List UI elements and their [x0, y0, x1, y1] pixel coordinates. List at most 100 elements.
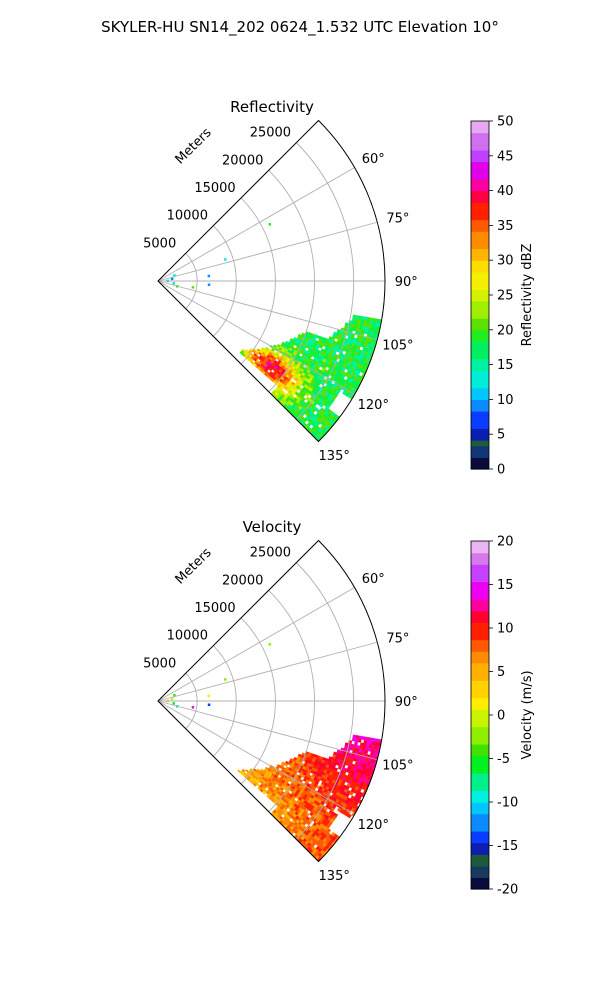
- velocity-colorbar-segment: [471, 860, 489, 867]
- velocity-colorbar-segment: [471, 546, 489, 554]
- reflectivity-echo-cell: [275, 403, 280, 409]
- reflectivity-colorbar-segment: [471, 144, 489, 151]
- velocity-echo-cell: [261, 790, 267, 795]
- velocity-echo-cell: [269, 817, 274, 822]
- reflectivity-colorbar-tick-label: 20: [497, 323, 514, 338]
- reflectivity-colorbar-segment: [471, 324, 489, 331]
- reflectivity-colorbar-segment: [471, 399, 489, 406]
- velocity-azimuth-gridline: [157, 700, 378, 761]
- reflectivity-theta-tick-label: 135°: [319, 449, 350, 464]
- reflectivity-colorbar-segment: [471, 173, 489, 180]
- velocity-echo-gate: [191, 706, 195, 709]
- velocity-colorbar-segment: [471, 709, 489, 716]
- reflectivity-echo-gate: [207, 283, 211, 286]
- reflectivity-colorbar-segment: [471, 451, 489, 458]
- velocity-echo-layer: [166, 643, 383, 862]
- reflectivity-colorbar-segment: [471, 405, 489, 412]
- reflectivity-polar-grid: [157, 119, 386, 443]
- reflectivity-echo-gate: [191, 286, 195, 289]
- velocity-colorbar-segment: [471, 715, 489, 722]
- reflectivity-colorbar-segment: [471, 271, 489, 279]
- velocity-colorbar-segment: [471, 680, 489, 687]
- velocity-colorbar-segment: [471, 767, 489, 774]
- velocity-colorbar-tick-label: 20: [497, 535, 514, 550]
- reflectivity-theta-tick-label: 90°: [395, 275, 418, 290]
- velocity-colorbar-segment: [471, 813, 489, 820]
- reflectivity-echo-gate: [224, 258, 227, 261]
- reflectivity-azimuth-gridline: [157, 280, 378, 341]
- reflectivity-echo-cell: [285, 414, 291, 419]
- velocity-echo-cell: [275, 823, 280, 829]
- velocity-colorbar-segment: [471, 836, 489, 844]
- velocity-echo-cell: [271, 819, 276, 824]
- velocity-echo-cell: [293, 842, 299, 848]
- reflectivity-colorbar-tick-label: 10: [497, 393, 514, 408]
- velocity-colorbar-label: Velocity (m/s): [520, 670, 535, 759]
- reflectivity-theta-tick-label: 60°: [362, 152, 385, 167]
- reflectivity-azimuth-gridline: [157, 221, 378, 282]
- velocity-colorbar-segment: [471, 831, 489, 838]
- velocity-colorbar-segment: [471, 784, 489, 791]
- velocity-echo-gate: [207, 703, 211, 706]
- velocity-echo-cell: [291, 840, 297, 846]
- reflectivity-colorbar-segment: [471, 179, 489, 186]
- velocity-panel: Velocity 5000 10000 15000 20000 25000 Meters 6…: [143, 518, 418, 884]
- reflectivity-colorbar-segment: [471, 155, 489, 163]
- velocity-colorbar-segment: [471, 622, 489, 629]
- velocity-echo-cell: [297, 846, 303, 852]
- reflectivity-r-axis-label: Meters: [173, 125, 215, 167]
- reflectivity-colorbar-segment: [471, 242, 489, 250]
- reflectivity-echo-cell: [295, 424, 301, 430]
- velocity-echo-cell: [283, 832, 289, 837]
- velocity-r-tick-label: 25000: [250, 546, 291, 561]
- reflectivity-echo-cell: [267, 395, 272, 400]
- velocity-colorbar-segment: [471, 686, 489, 693]
- velocity-colorbar-segment: [471, 755, 489, 762]
- velocity-colorbar-segment: [471, 802, 489, 809]
- velocity-echo-cell: [305, 855, 311, 861]
- velocity-colorbar-segment: [471, 674, 489, 681]
- velocity-echo-cell: [295, 844, 301, 850]
- reflectivity-colorbar-segment: [471, 318, 489, 325]
- reflectivity-echo-cell: [269, 397, 274, 402]
- velocity-theta-tick-label: 135°: [319, 869, 350, 884]
- velocity-colorbar-segment: [471, 610, 489, 617]
- velocity-colorbar-tick-label: 5: [497, 665, 505, 680]
- reflectivity-colorbar-segment: [471, 196, 489, 203]
- reflectivity-colorbar-segment: [471, 167, 489, 174]
- reflectivity-echo-cell: [283, 412, 289, 417]
- reflectivity-colorbar-segment: [471, 266, 489, 273]
- velocity-colorbar-segment: [471, 628, 489, 635]
- velocity-echo-gate: [268, 643, 272, 646]
- velocity-colorbar-segment: [471, 558, 489, 565]
- reflectivity-colorbar-tick-label: 30: [497, 254, 514, 269]
- velocity-echo-cell: [252, 782, 257, 787]
- velocity-colorbar-segment: [471, 848, 489, 855]
- reflectivity-echo-gate: [207, 274, 211, 278]
- velocity-colorbar-segment: [471, 668, 489, 675]
- reflectivity-colorbar-tick-label: 35: [497, 219, 514, 234]
- reflectivity-colorbar-segment: [471, 353, 489, 360]
- reflectivity-echo-cell: [273, 401, 278, 406]
- velocity-echo-cell: [309, 859, 315, 862]
- velocity-colorbar-segment: [471, 657, 489, 664]
- reflectivity-echo-cell: [281, 409, 286, 415]
- velocity-colorbar-segment: [471, 790, 489, 797]
- velocity-echo-cell: [287, 836, 293, 842]
- velocity-colorbar: -20 -15 -10 -5 0 5 10 15 20 Velocity (m/s): [470, 535, 535, 898]
- reflectivity-echo-cell: [297, 426, 303, 432]
- velocity-colorbar-tick-label: 0: [497, 709, 505, 724]
- reflectivity-colorbar-segment: [471, 382, 489, 389]
- velocity-echo-cell: [279, 827, 284, 833]
- velocity-colorbar-segment: [471, 842, 489, 849]
- velocity-colorbar-segment: [471, 552, 489, 559]
- velocity-colorbar-segment: [471, 651, 489, 658]
- velocity-echo-gate: [207, 694, 211, 698]
- reflectivity-echo-cell: [309, 439, 315, 442]
- velocity-colorbar-segment: [471, 587, 489, 594]
- velocity-colorbar-segment: [471, 865, 489, 873]
- velocity-azimuth-gridline: [157, 700, 355, 815]
- reflectivity-colorbar-segment: [471, 440, 489, 447]
- velocity-echo-cell: [273, 821, 278, 826]
- velocity-colorbar-tick-label: 10: [497, 622, 514, 637]
